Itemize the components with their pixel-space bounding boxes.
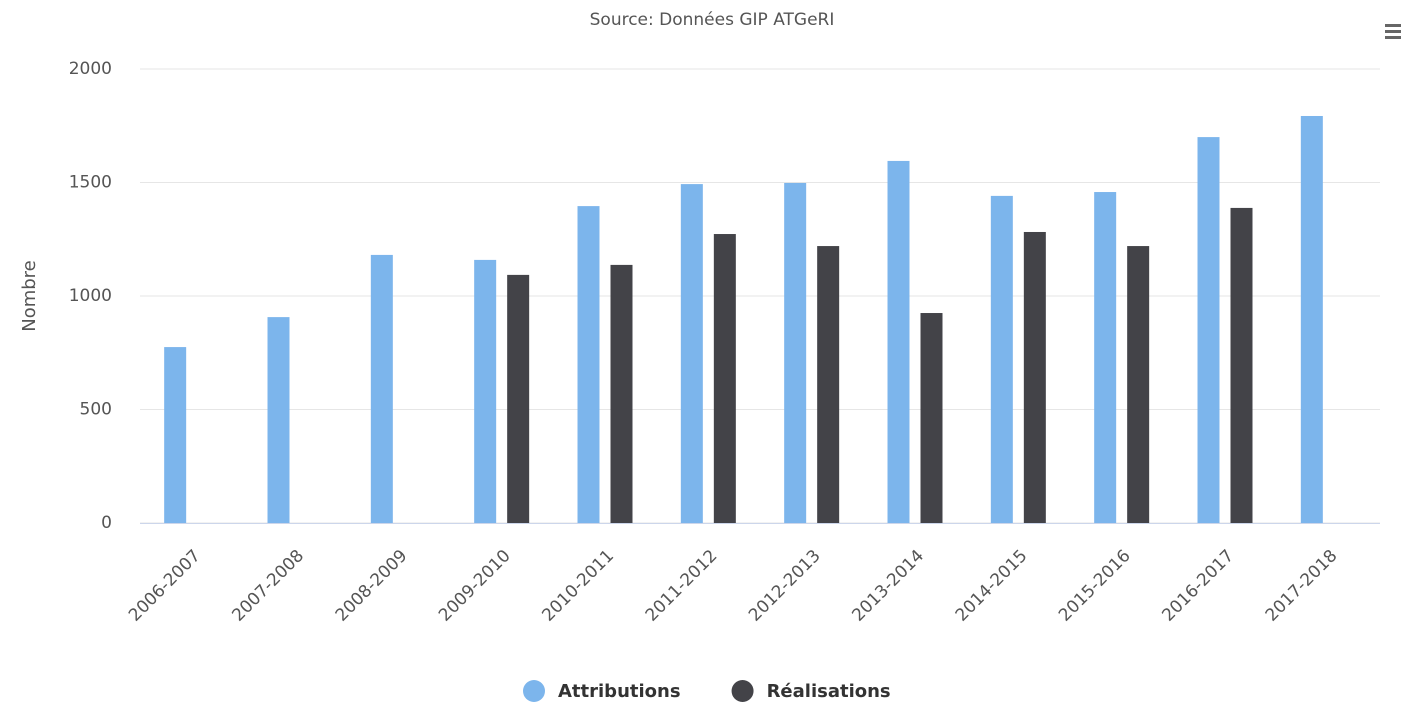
x-tick-label: 2008-2009 — [332, 546, 412, 626]
bar — [1094, 192, 1117, 523]
x-tick-label: 2014-2015 — [952, 546, 1032, 626]
x-tick-label: 2007-2008 — [228, 546, 308, 626]
menu-line — [1385, 30, 1401, 33]
bar — [713, 234, 736, 524]
bar — [1300, 115, 1323, 523]
x-tick-label: 2012-2013 — [745, 546, 825, 626]
bar — [474, 259, 497, 523]
y-tick-label: 0 — [101, 513, 112, 533]
bar — [577, 206, 600, 523]
x-tick-label: 2011-2012 — [642, 546, 722, 626]
bar — [920, 313, 943, 523]
legend-item[interactable]: Attributions — [523, 680, 681, 702]
bar — [610, 264, 633, 523]
x-tick-label: 2017-2018 — [1262, 546, 1342, 626]
menu-line — [1385, 24, 1401, 27]
bar — [1230, 207, 1253, 523]
x-tick-label: 2009-2010 — [435, 546, 515, 626]
bar — [1197, 137, 1220, 523]
bar — [817, 246, 840, 523]
bar — [1023, 231, 1046, 523]
bar — [1127, 246, 1150, 523]
legend-label: Attributions — [558, 681, 681, 702]
menu-line — [1385, 36, 1401, 39]
y-tick-label: 1500 — [69, 173, 112, 193]
y-tick-label: 1000 — [69, 286, 112, 306]
bar — [507, 274, 530, 523]
bar — [680, 184, 703, 524]
x-tick-label: 2006-2007 — [125, 546, 205, 626]
x-tick-label: 2015-2016 — [1055, 546, 1135, 626]
bar — [784, 182, 807, 524]
x-tick-label: 2010-2011 — [538, 546, 618, 626]
legend-item[interactable]: Réalisations — [731, 680, 891, 702]
y-tick-label: 2000 — [69, 59, 112, 79]
bar — [370, 254, 393, 523]
legend-marker — [731, 680, 754, 702]
bar — [887, 160, 910, 523]
x-tick-label: 2013-2014 — [848, 546, 928, 626]
bar — [267, 317, 290, 523]
x-tick-label: 2016-2017 — [1158, 546, 1238, 626]
menu-button[interactable] — [1385, 24, 1401, 39]
legend-marker — [523, 680, 545, 702]
chart-subtitle: Source: Données GIP ATGeRI — [590, 10, 835, 30]
y-tick-label: 500 — [80, 400, 112, 420]
y-axis-label: Nombre — [19, 260, 40, 332]
bar — [164, 347, 187, 523]
bar — [990, 195, 1013, 523]
legend-label: Réalisations — [767, 681, 891, 702]
